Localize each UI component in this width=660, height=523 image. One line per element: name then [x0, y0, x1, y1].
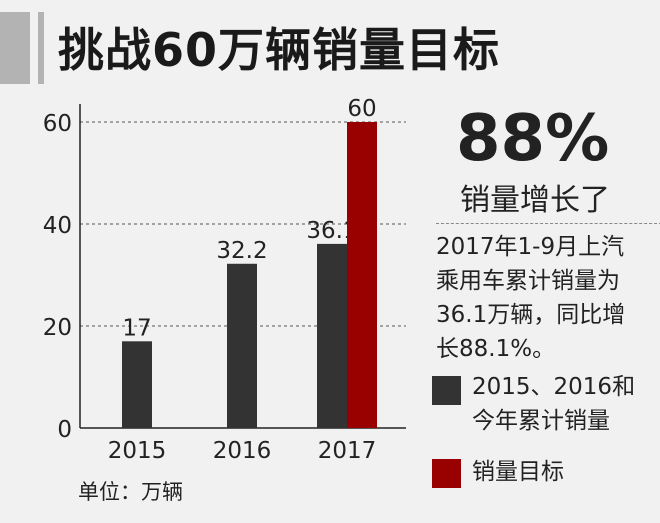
legend-swatch-dark [432, 376, 461, 405]
title-bar: 挑战60万辆销量目标 [0, 0, 660, 90]
bar [227, 263, 257, 428]
description-line: 乘用车累计销量为 [436, 268, 620, 294]
legend-swatch-red [432, 459, 461, 488]
legend-label: 销量目标 [472, 459, 564, 485]
description-line: 36.1万辆，同比增 [436, 302, 626, 328]
y-tick-label: 60 [43, 111, 72, 137]
legend-label: 2015、2016和 [472, 374, 636, 400]
unit-label: 单位：万辆 [78, 480, 183, 504]
bar [317, 243, 347, 428]
x-tick-label: 2015 [108, 438, 167, 464]
x-tick-label: 2017 [318, 438, 377, 464]
y-tick-label: 40 [43, 213, 72, 239]
y-tick-label: 20 [43, 315, 72, 341]
data-label: 60 [347, 96, 376, 122]
description-line: 长88.1%。 [436, 336, 556, 362]
legend-label: 今年累计销量 [472, 408, 610, 434]
growth-percent: 88% [456, 102, 610, 176]
description-line: 2017年1-9月上汽 [436, 234, 625, 260]
bar [347, 122, 377, 428]
panel-divider [436, 223, 660, 224]
growth-caption: 销量增长了 [460, 183, 610, 218]
data-label: 32.2 [216, 238, 267, 264]
title-accent-stripe [0, 12, 30, 84]
description-text: 2017年1-9月上汽 乘用车累计销量为 36.1万辆，同比增 长88.1%。 [436, 230, 660, 366]
title-accent-stripe-thin [38, 12, 44, 84]
bar [122, 341, 152, 428]
x-tick-label: 2016 [213, 438, 272, 464]
page-title: 挑战60万辆销量目标 [58, 23, 501, 77]
y-tick-label: 0 [57, 417, 72, 443]
data-label: 17 [122, 315, 151, 341]
